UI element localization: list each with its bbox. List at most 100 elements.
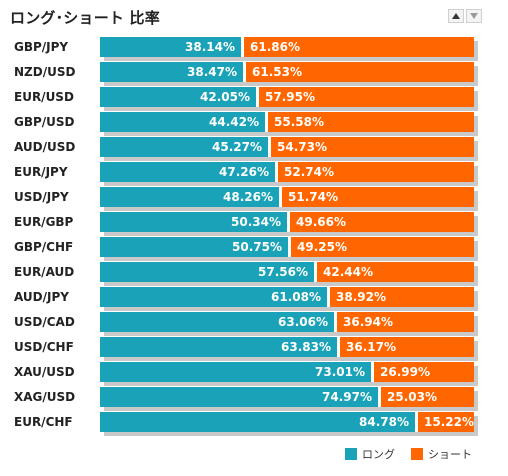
- pair-label: GBP/USD: [14, 115, 75, 129]
- ratio-row: USD/CAD 63.06% 36.94%: [0, 312, 508, 337]
- sort-ascending-button[interactable]: [448, 9, 464, 23]
- bar-divider: [241, 37, 244, 57]
- ratio-row: EUR/USD 42.05% 57.95%: [0, 87, 508, 112]
- ratio-bar: 50.75% 49.25%: [100, 237, 474, 257]
- legend-swatch-long: [345, 448, 357, 460]
- bar-divider: [327, 287, 330, 307]
- bar-divider: [337, 337, 340, 357]
- short-segment: 42.44%: [317, 262, 474, 282]
- long-segment: 63.06%: [100, 312, 334, 332]
- legend-swatch-short: [411, 448, 423, 460]
- legend-item-long: ロング: [345, 446, 395, 462]
- ratio-bar: 42.05% 57.95%: [100, 87, 474, 107]
- ratio-bar: 50.34% 49.66%: [100, 212, 474, 232]
- bar-divider: [279, 187, 282, 207]
- pair-label: EUR/CHF: [14, 415, 73, 429]
- ratio-bar: 48.26% 51.74%: [100, 187, 474, 207]
- ratio-bar: 45.27% 54.73%: [100, 137, 474, 157]
- pair-label: AUD/JPY: [14, 290, 69, 304]
- short-segment: 54.73%: [271, 137, 474, 157]
- short-segment: 57.95%: [259, 87, 474, 107]
- bar-divider: [287, 212, 290, 232]
- pair-label: USD/CAD: [14, 315, 75, 329]
- pair-label: EUR/GBP: [14, 215, 74, 229]
- bar-divider: [265, 112, 268, 132]
- ratio-bar: 74.97% 25.03%: [100, 387, 474, 407]
- pair-label: USD/CHF: [14, 340, 74, 354]
- long-segment: 73.01%: [100, 362, 371, 382]
- pair-label: AUD/USD: [14, 140, 76, 154]
- ratio-bar: 38.14% 61.86%: [100, 37, 474, 57]
- ratio-bar: 61.08% 38.92%: [100, 287, 474, 307]
- short-segment: 61.53%: [246, 62, 474, 82]
- short-segment: 49.66%: [290, 212, 474, 232]
- ratio-row: GBP/CHF 50.75% 49.25%: [0, 237, 508, 262]
- short-segment: 38.92%: [330, 287, 474, 307]
- ratio-row: GBP/USD 44.42% 55.58%: [0, 112, 508, 137]
- bar-divider: [256, 87, 259, 107]
- long-segment: 61.08%: [100, 287, 327, 307]
- ratio-bar: 38.47% 61.53%: [100, 62, 474, 82]
- ratio-row: AUD/JPY 61.08% 38.92%: [0, 287, 508, 312]
- long-segment: 74.97%: [100, 387, 378, 407]
- ratio-rows: GBP/JPY 38.14% 61.86% NZD/USD 38.47% 61.53% EU…: [0, 37, 508, 437]
- short-segment: 52.74%: [278, 162, 474, 182]
- short-segment: 36.17%: [340, 337, 474, 357]
- widget-header: ロング･ショート 比率: [10, 5, 482, 31]
- long-segment: 42.05%: [100, 87, 256, 107]
- pair-label: GBP/CHF: [14, 240, 74, 254]
- ratio-row: EUR/CHF 84.78% 15.22%: [0, 412, 508, 437]
- short-segment: 61.86%: [244, 37, 474, 57]
- long-segment: 50.34%: [100, 212, 287, 232]
- legend-label-long: ロング: [362, 448, 395, 461]
- bar-divider: [268, 137, 271, 157]
- long-segment: 45.27%: [100, 137, 268, 157]
- sort-controls: [448, 9, 482, 23]
- short-segment: 25.03%: [381, 387, 474, 407]
- ratio-bar: 63.83% 36.17%: [100, 337, 474, 357]
- long-segment: 50.75%: [100, 237, 288, 257]
- pair-label: XAU/USD: [14, 365, 75, 379]
- short-segment: 36.94%: [337, 312, 474, 332]
- triangle-up-icon: [452, 13, 460, 19]
- long-segment: 48.26%: [100, 187, 279, 207]
- pair-label: EUR/JPY: [14, 165, 68, 179]
- long-segment: 38.47%: [100, 62, 243, 82]
- bar-divider: [314, 262, 317, 282]
- pair-label: GBP/JPY: [14, 40, 69, 54]
- long-segment: 63.83%: [100, 337, 337, 357]
- pair-label: XAG/USD: [14, 390, 76, 404]
- pair-label: USD/JPY: [14, 190, 69, 204]
- bar-divider: [288, 237, 291, 257]
- short-segment: 15.22%: [418, 412, 474, 432]
- pair-label: NZD/USD: [14, 65, 76, 79]
- sort-descending-button[interactable]: [466, 9, 482, 23]
- widget-title: ロング･ショート 比率: [10, 9, 160, 27]
- bar-divider: [378, 387, 381, 407]
- legend-item-short: ショート: [411, 446, 472, 462]
- ratio-bar: 57.56% 42.44%: [100, 262, 474, 282]
- long-segment: 57.56%: [100, 262, 314, 282]
- ratio-row: USD/JPY 48.26% 51.74%: [0, 187, 508, 212]
- ratio-bar: 44.42% 55.58%: [100, 112, 474, 132]
- ratio-row: EUR/AUD 57.56% 42.44%: [0, 262, 508, 287]
- bar-divider: [334, 312, 337, 332]
- long-segment: 44.42%: [100, 112, 265, 132]
- ratio-row: AUD/USD 45.27% 54.73%: [0, 137, 508, 162]
- ratio-row: NZD/USD 38.47% 61.53%: [0, 62, 508, 87]
- ratio-row: GBP/JPY 38.14% 61.86%: [0, 37, 508, 62]
- short-segment: 26.99%: [374, 362, 474, 382]
- long-segment: 47.26%: [100, 162, 275, 182]
- short-segment: 55.58%: [268, 112, 474, 132]
- long-segment: 38.14%: [100, 37, 241, 57]
- bar-divider: [243, 62, 246, 82]
- short-segment: 49.25%: [291, 237, 474, 257]
- ratio-bar: 63.06% 36.94%: [100, 312, 474, 332]
- ratio-row: EUR/GBP 50.34% 49.66%: [0, 212, 508, 237]
- ratio-row: XAU/USD 73.01% 26.99%: [0, 362, 508, 387]
- bar-divider: [371, 362, 374, 382]
- triangle-down-icon: [470, 13, 478, 19]
- ratio-row: EUR/JPY 47.26% 52.74%: [0, 162, 508, 187]
- bar-divider: [275, 162, 278, 182]
- long-segment: 84.78%: [100, 412, 415, 432]
